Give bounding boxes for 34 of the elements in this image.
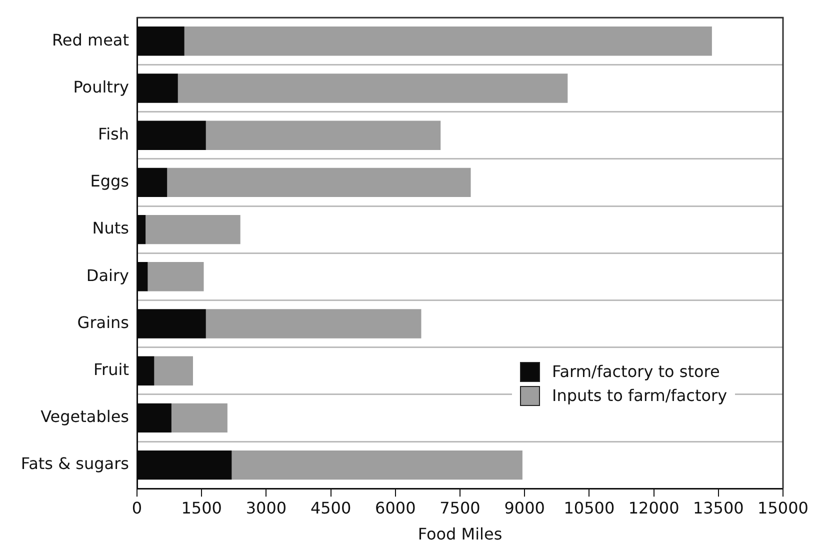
x-tick-label: 0 — [132, 498, 142, 518]
y-tick-label: Fruit — [94, 360, 129, 380]
bar — [146, 214, 240, 244]
y-tick-label: Grains — [77, 312, 129, 332]
bar — [178, 74, 568, 103]
x-tick-label: 4500 — [310, 498, 352, 518]
y-tick-label: Eggs — [90, 172, 129, 191]
legend-label: Inputs to farm/factory — [552, 386, 728, 406]
x-tick-label: 6000 — [375, 498, 416, 518]
x-tick-label: 9000 — [504, 498, 545, 518]
bar — [206, 309, 422, 338]
y-tick-label: Dairy — [86, 266, 129, 285]
bar — [171, 403, 228, 433]
x-tick-label: 12000 — [628, 498, 680, 518]
y-tick-label: Fish — [98, 124, 129, 144]
x-axis-title: Food Miles — [418, 524, 502, 544]
bar — [148, 262, 204, 292]
bar — [206, 120, 441, 150]
bar — [232, 450, 522, 480]
y-tick-label: Red meat — [52, 30, 129, 50]
x-tick-label: 15000 — [758, 498, 808, 518]
y-tick-label: Vegetables — [40, 407, 129, 426]
x-tick-label: 13500 — [692, 498, 744, 518]
y-tick-label: Nuts — [92, 218, 129, 238]
x-tick-label: 10500 — [564, 498, 615, 518]
bar — [167, 168, 471, 198]
y-tick-label: Poultry — [73, 77, 129, 96]
x-tick-label: 7500 — [440, 498, 480, 518]
x-tick-label: 3000 — [246, 498, 287, 518]
y-tick-label: Fats & sugars — [20, 454, 129, 474]
legend-label: Farm/factory to store — [552, 362, 720, 382]
x-tick-label: 1500 — [181, 498, 222, 518]
bar — [184, 26, 712, 56]
bar — [154, 356, 193, 386]
